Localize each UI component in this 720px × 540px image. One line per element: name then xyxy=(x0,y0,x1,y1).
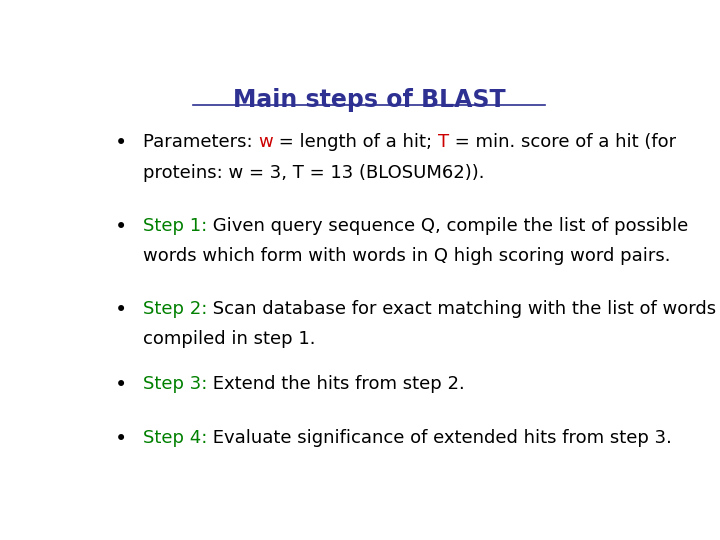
Text: •: • xyxy=(114,429,127,449)
Text: = length of a hit;: = length of a hit; xyxy=(273,133,438,151)
Text: •: • xyxy=(114,217,127,237)
Text: Scan database for exact matching with the list of words: Scan database for exact matching with th… xyxy=(207,300,716,318)
Text: Step 4:: Step 4: xyxy=(143,429,207,447)
Text: Evaluate significance of extended hits from step 3.: Evaluate significance of extended hits f… xyxy=(207,429,672,447)
Text: Main steps of BLAST: Main steps of BLAST xyxy=(233,87,505,112)
Text: Given query sequence Q, compile the list of possible: Given query sequence Q, compile the list… xyxy=(207,217,688,234)
Text: Extend the hits from step 2.: Extend the hits from step 2. xyxy=(207,375,465,393)
Text: Step 2:: Step 2: xyxy=(143,300,207,318)
Text: w: w xyxy=(258,133,273,151)
Text: •: • xyxy=(114,133,127,153)
Text: Step 3:: Step 3: xyxy=(143,375,207,393)
Text: Parameters:: Parameters: xyxy=(143,133,258,151)
Text: T: T xyxy=(438,133,449,151)
Text: proteins: w = 3, T = 13 (BLOSUM62)).: proteins: w = 3, T = 13 (BLOSUM62)). xyxy=(143,164,485,182)
Text: compiled in step 1.: compiled in step 1. xyxy=(143,330,315,348)
Text: •: • xyxy=(114,375,127,395)
Text: = min. score of a hit (for: = min. score of a hit (for xyxy=(449,133,676,151)
Text: Step 1:: Step 1: xyxy=(143,217,207,234)
Text: words which form with words in Q high scoring word pairs.: words which form with words in Q high sc… xyxy=(143,247,670,265)
Text: •: • xyxy=(114,300,127,320)
